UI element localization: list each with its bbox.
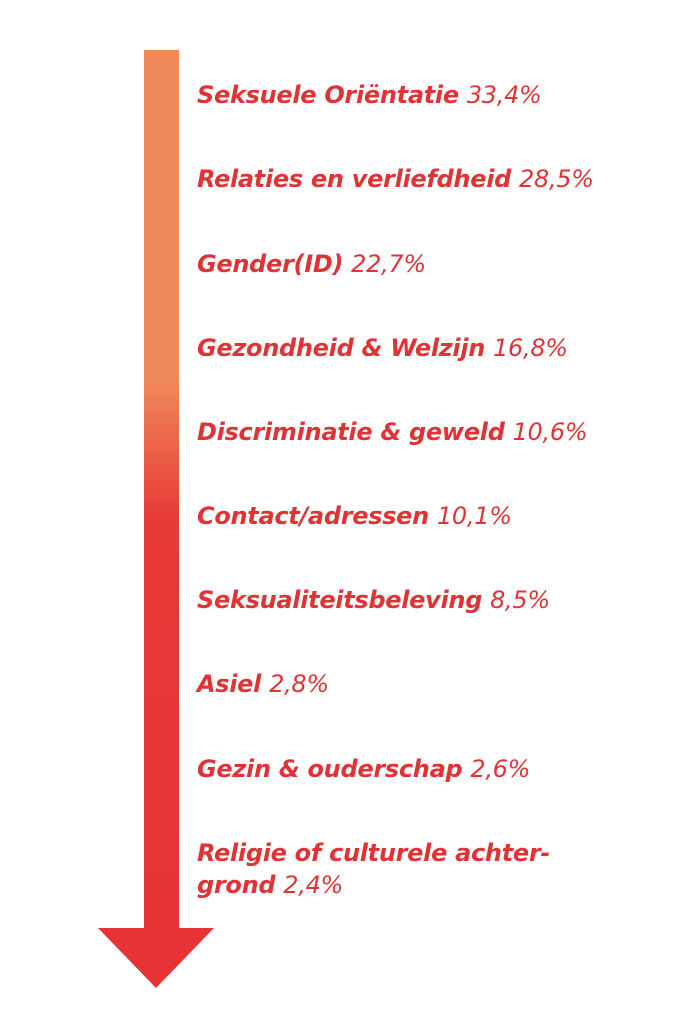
- item-label: Discriminatie & geweld: [197, 418, 505, 446]
- item-value: 10,6%: [512, 418, 588, 446]
- list-item: Relaties en verliefdheid 28,5%: [197, 163, 594, 195]
- list-item: Gezondheid & Welzijn 16,8%: [197, 332, 568, 364]
- item-label: Seksualiteitsbeleving: [197, 586, 483, 614]
- list-item: Contact/adressen 10,1%: [197, 500, 512, 532]
- item-label: Gezin & ouderschap: [197, 755, 463, 783]
- list-item: Asiel 2,8%: [197, 668, 329, 700]
- arrow-shaft: [98, 50, 214, 988]
- item-value: 28,5%: [519, 165, 594, 193]
- list-item: Gezin & ouderschap 2,6%: [197, 753, 530, 785]
- item-value: 33,4%: [466, 81, 542, 109]
- item-label: Asiel: [197, 670, 262, 698]
- item-value: 22,7%: [351, 250, 426, 278]
- item-value: 2,6%: [470, 755, 531, 783]
- item-label: Gezondheid & Welzijn: [197, 334, 486, 362]
- item-label: Contact/adressen: [197, 502, 429, 530]
- item-value: 2,4%: [283, 871, 344, 899]
- item-label: Relaties en verliefdheid: [197, 165, 511, 193]
- item-label-line1: Religie of culturele achter-: [197, 839, 551, 867]
- item-value: 16,8%: [493, 334, 568, 362]
- item-label: Gender(ID): [197, 250, 344, 278]
- item-value: 2,8%: [269, 670, 329, 698]
- item-value: 8,5%: [490, 586, 550, 614]
- list-item: Religie of culturele achter- grond 2,4%: [197, 837, 550, 901]
- item-label: Seksuele Oriëntatie: [197, 81, 459, 109]
- list-item: Seksuele Oriëntatie 33,4%: [197, 79, 542, 111]
- list-item: Gender(ID) 22,7%: [197, 248, 426, 280]
- list-item: Seksualiteitsbeleving 8,5%: [197, 584, 550, 616]
- item-label-line2: grond: [197, 871, 276, 899]
- list-item: Discriminatie & geweld 10,6%: [197, 416, 588, 448]
- item-value: 10,1%: [436, 502, 512, 530]
